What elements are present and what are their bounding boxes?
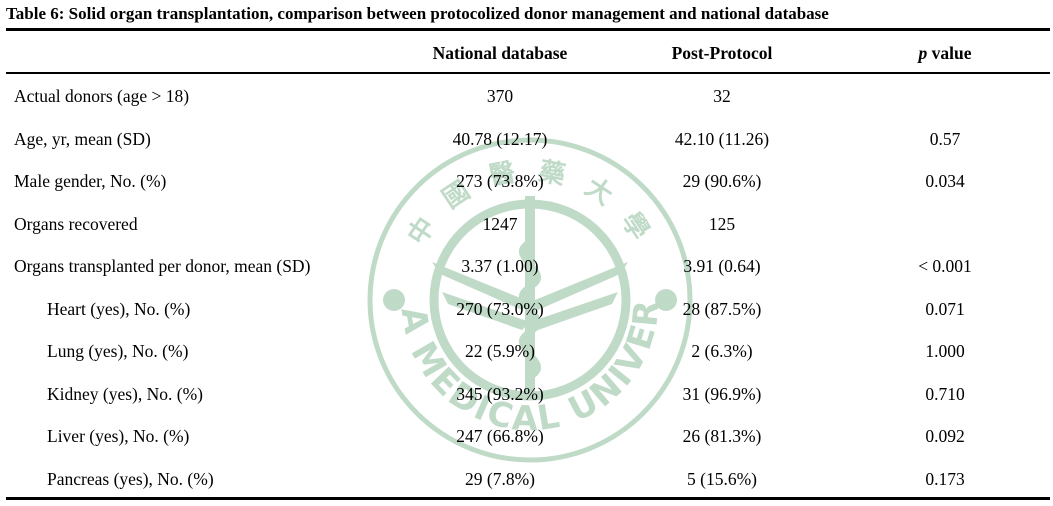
p-value-word: value bbox=[927, 43, 972, 63]
national-value: 29 (7.8%) bbox=[465, 469, 535, 489]
p-value bbox=[845, 209, 1045, 239]
national-value: 3.37 (1.00) bbox=[461, 256, 539, 276]
p-value: 0.710 bbox=[925, 384, 965, 404]
row-label: Pancreas (yes), No. (%) bbox=[47, 469, 214, 489]
header-national-database: National database bbox=[432, 43, 568, 63]
row-label: Age, yr, mean (SD) bbox=[14, 129, 151, 149]
national-value: 247 (66.8%) bbox=[456, 426, 544, 446]
top-rule bbox=[6, 28, 1050, 31]
table-row: Heart (yes), No. (%) 270 (73.0%) 28 (87.… bbox=[0, 294, 1053, 324]
header-rule bbox=[6, 72, 1050, 74]
national-value: 345 (93.2%) bbox=[456, 384, 544, 404]
header-post-protocol: Post-Protocol bbox=[671, 43, 773, 63]
row-label: Lung (yes), No. (%) bbox=[47, 341, 189, 361]
post-protocol-value: 26 (81.3%) bbox=[682, 426, 762, 446]
p-value: 0.173 bbox=[925, 469, 965, 489]
table-row: Liver (yes), No. (%) 247 (66.8%) 26 (81.… bbox=[0, 421, 1053, 451]
national-value: 22 (5.9%) bbox=[465, 341, 535, 361]
table-row: Age, yr, mean (SD) 40.78 (12.17) 42.10 (… bbox=[0, 124, 1053, 154]
p-value: 0.071 bbox=[925, 299, 965, 319]
post-protocol-value: 28 (87.5%) bbox=[682, 299, 762, 319]
table-row: Organs transplanted per donor, mean (SD)… bbox=[0, 251, 1053, 281]
p-value: 1.000 bbox=[925, 341, 965, 361]
national-value: 273 (73.8%) bbox=[456, 171, 544, 191]
university-seal-watermark: 中 國 醫 藥 大 學 CHINA MEDICAL UNIVERSITY bbox=[347, 101, 698, 468]
table-row: Pancreas (yes), No. (%) 29 (7.8%) 5 (15.… bbox=[0, 464, 1053, 494]
table-row: Organs recovered 1247 125 bbox=[0, 209, 1053, 239]
national-value: 370 bbox=[486, 86, 514, 106]
table-row: Actual donors (age > 18) 370 32 bbox=[0, 81, 1053, 111]
post-protocol-value: 32 bbox=[713, 86, 731, 106]
table-row: Male gender, No. (%) 273 (73.8%) 29 (90.… bbox=[0, 166, 1053, 196]
p-value: < 0.001 bbox=[918, 256, 972, 276]
row-label: Organs recovered bbox=[14, 214, 138, 234]
p-value bbox=[845, 81, 1045, 111]
post-protocol-value: 31 (96.9%) bbox=[682, 384, 762, 404]
p-value: 0.092 bbox=[925, 426, 965, 446]
row-label: Kidney (yes), No. (%) bbox=[47, 384, 203, 404]
post-protocol-value: 5 (15.6%) bbox=[687, 469, 757, 489]
row-label: Liver (yes), No. (%) bbox=[47, 426, 190, 446]
row-label: Organs transplanted per donor, mean (SD) bbox=[14, 256, 311, 276]
table-caption: Table 6: Solid organ transplantation, co… bbox=[6, 4, 829, 23]
p-value: 0.57 bbox=[929, 129, 961, 149]
post-protocol-value: 29 (90.6%) bbox=[682, 171, 762, 191]
p-symbol: p bbox=[918, 43, 928, 63]
p-value: 0.034 bbox=[925, 171, 965, 191]
table-row: Lung (yes), No. (%) 22 (5.9%) 2 (6.3%) 1… bbox=[0, 336, 1053, 366]
post-protocol-value: 42.10 (11.26) bbox=[674, 129, 770, 149]
post-protocol-value: 3.91 (0.64) bbox=[683, 256, 761, 276]
row-label: Male gender, No. (%) bbox=[14, 171, 167, 191]
national-value: 270 (73.0%) bbox=[456, 299, 544, 319]
row-label: Heart (yes), No. (%) bbox=[47, 299, 191, 319]
table-row: Kidney (yes), No. (%) 345 (93.2%) 31 (96… bbox=[0, 379, 1053, 409]
post-protocol-value: 125 bbox=[708, 214, 736, 234]
bottom-rule bbox=[6, 497, 1050, 500]
national-value: 40.78 (12.17) bbox=[452, 129, 548, 149]
row-label: Actual donors (age > 18) bbox=[14, 86, 190, 106]
post-protocol-value: 2 (6.3%) bbox=[691, 341, 753, 361]
header-p-value: p value bbox=[845, 40, 1045, 66]
national-value: 1247 bbox=[482, 214, 518, 234]
